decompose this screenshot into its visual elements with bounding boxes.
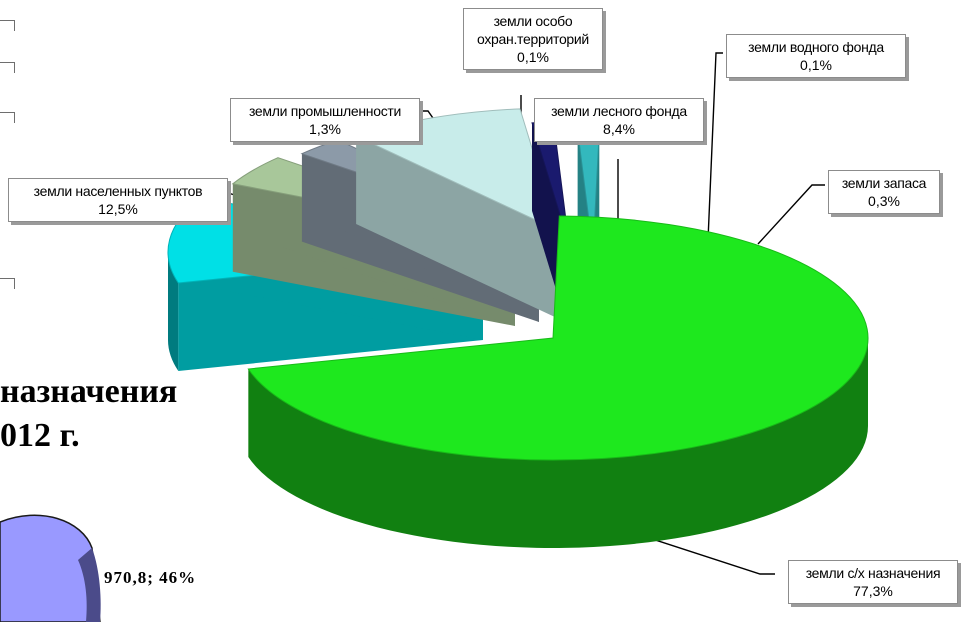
data-label-value: 0,1% (800, 57, 832, 73)
pie-slice-side-settlements (168, 252, 179, 371)
data-label-value: 0,3% (868, 193, 900, 209)
data-label-name: земли особо (493, 13, 573, 29)
data-label-forest: земли лесного фонда 8,4% (534, 98, 704, 142)
data-label-name: земли запаса (841, 175, 927, 191)
data-label-name: земли с/х назначения (805, 565, 941, 581)
data-label-name: земли промышленности (248, 103, 402, 119)
data-label-protected: земли особо охран.территорий 0,1% (463, 8, 603, 70)
leader-line-water (707, 52, 723, 241)
data-label-value: 1,3% (309, 121, 341, 137)
background-title-line: назначения (0, 373, 178, 410)
data-label-agri: земли с/х назначения 77,3% (788, 560, 958, 604)
background-slide-title: назначения 012 г. (0, 370, 177, 458)
data-label-value: 77,3% (853, 583, 893, 599)
pie-slice-face-forest (356, 136, 557, 318)
data-label-value: 12,5% (98, 201, 138, 217)
background-frame-fragment (0, 112, 15, 123)
data-label-name: земли лесного фонда (551, 103, 687, 119)
data-label-settlements: земли населенных пунктов 12,5% (8, 178, 228, 222)
background-frame-fragment (0, 278, 15, 289)
background-frame-fragment (0, 20, 15, 31)
background-title-line: 012 г. (0, 417, 80, 454)
background-fragment-pie (0, 514, 101, 622)
data-label-water: земли водного фонда 0,1% (726, 34, 906, 78)
background-frame-fragment (0, 62, 15, 73)
pie-slice-top-agri (247, 215, 869, 461)
data-label-value: 8,4% (603, 121, 635, 137)
pie-slice-agri (247, 215, 869, 548)
leader-line-reserve (757, 184, 825, 245)
data-label-industry: земли промышленности 1,3% (230, 98, 420, 142)
pie-slice-side-agri (248, 338, 869, 548)
data-label-name: земли водного фонда (748, 39, 884, 55)
data-label-name: земли населенных пунктов (33, 183, 203, 199)
data-label-reserve: земли запаса 0,3% (828, 170, 940, 214)
data-label-value: 0,1% (517, 49, 549, 65)
data-label-name: охран.территорий (477, 31, 589, 47)
background-fragment-label: 970,8; 46% (104, 568, 197, 587)
